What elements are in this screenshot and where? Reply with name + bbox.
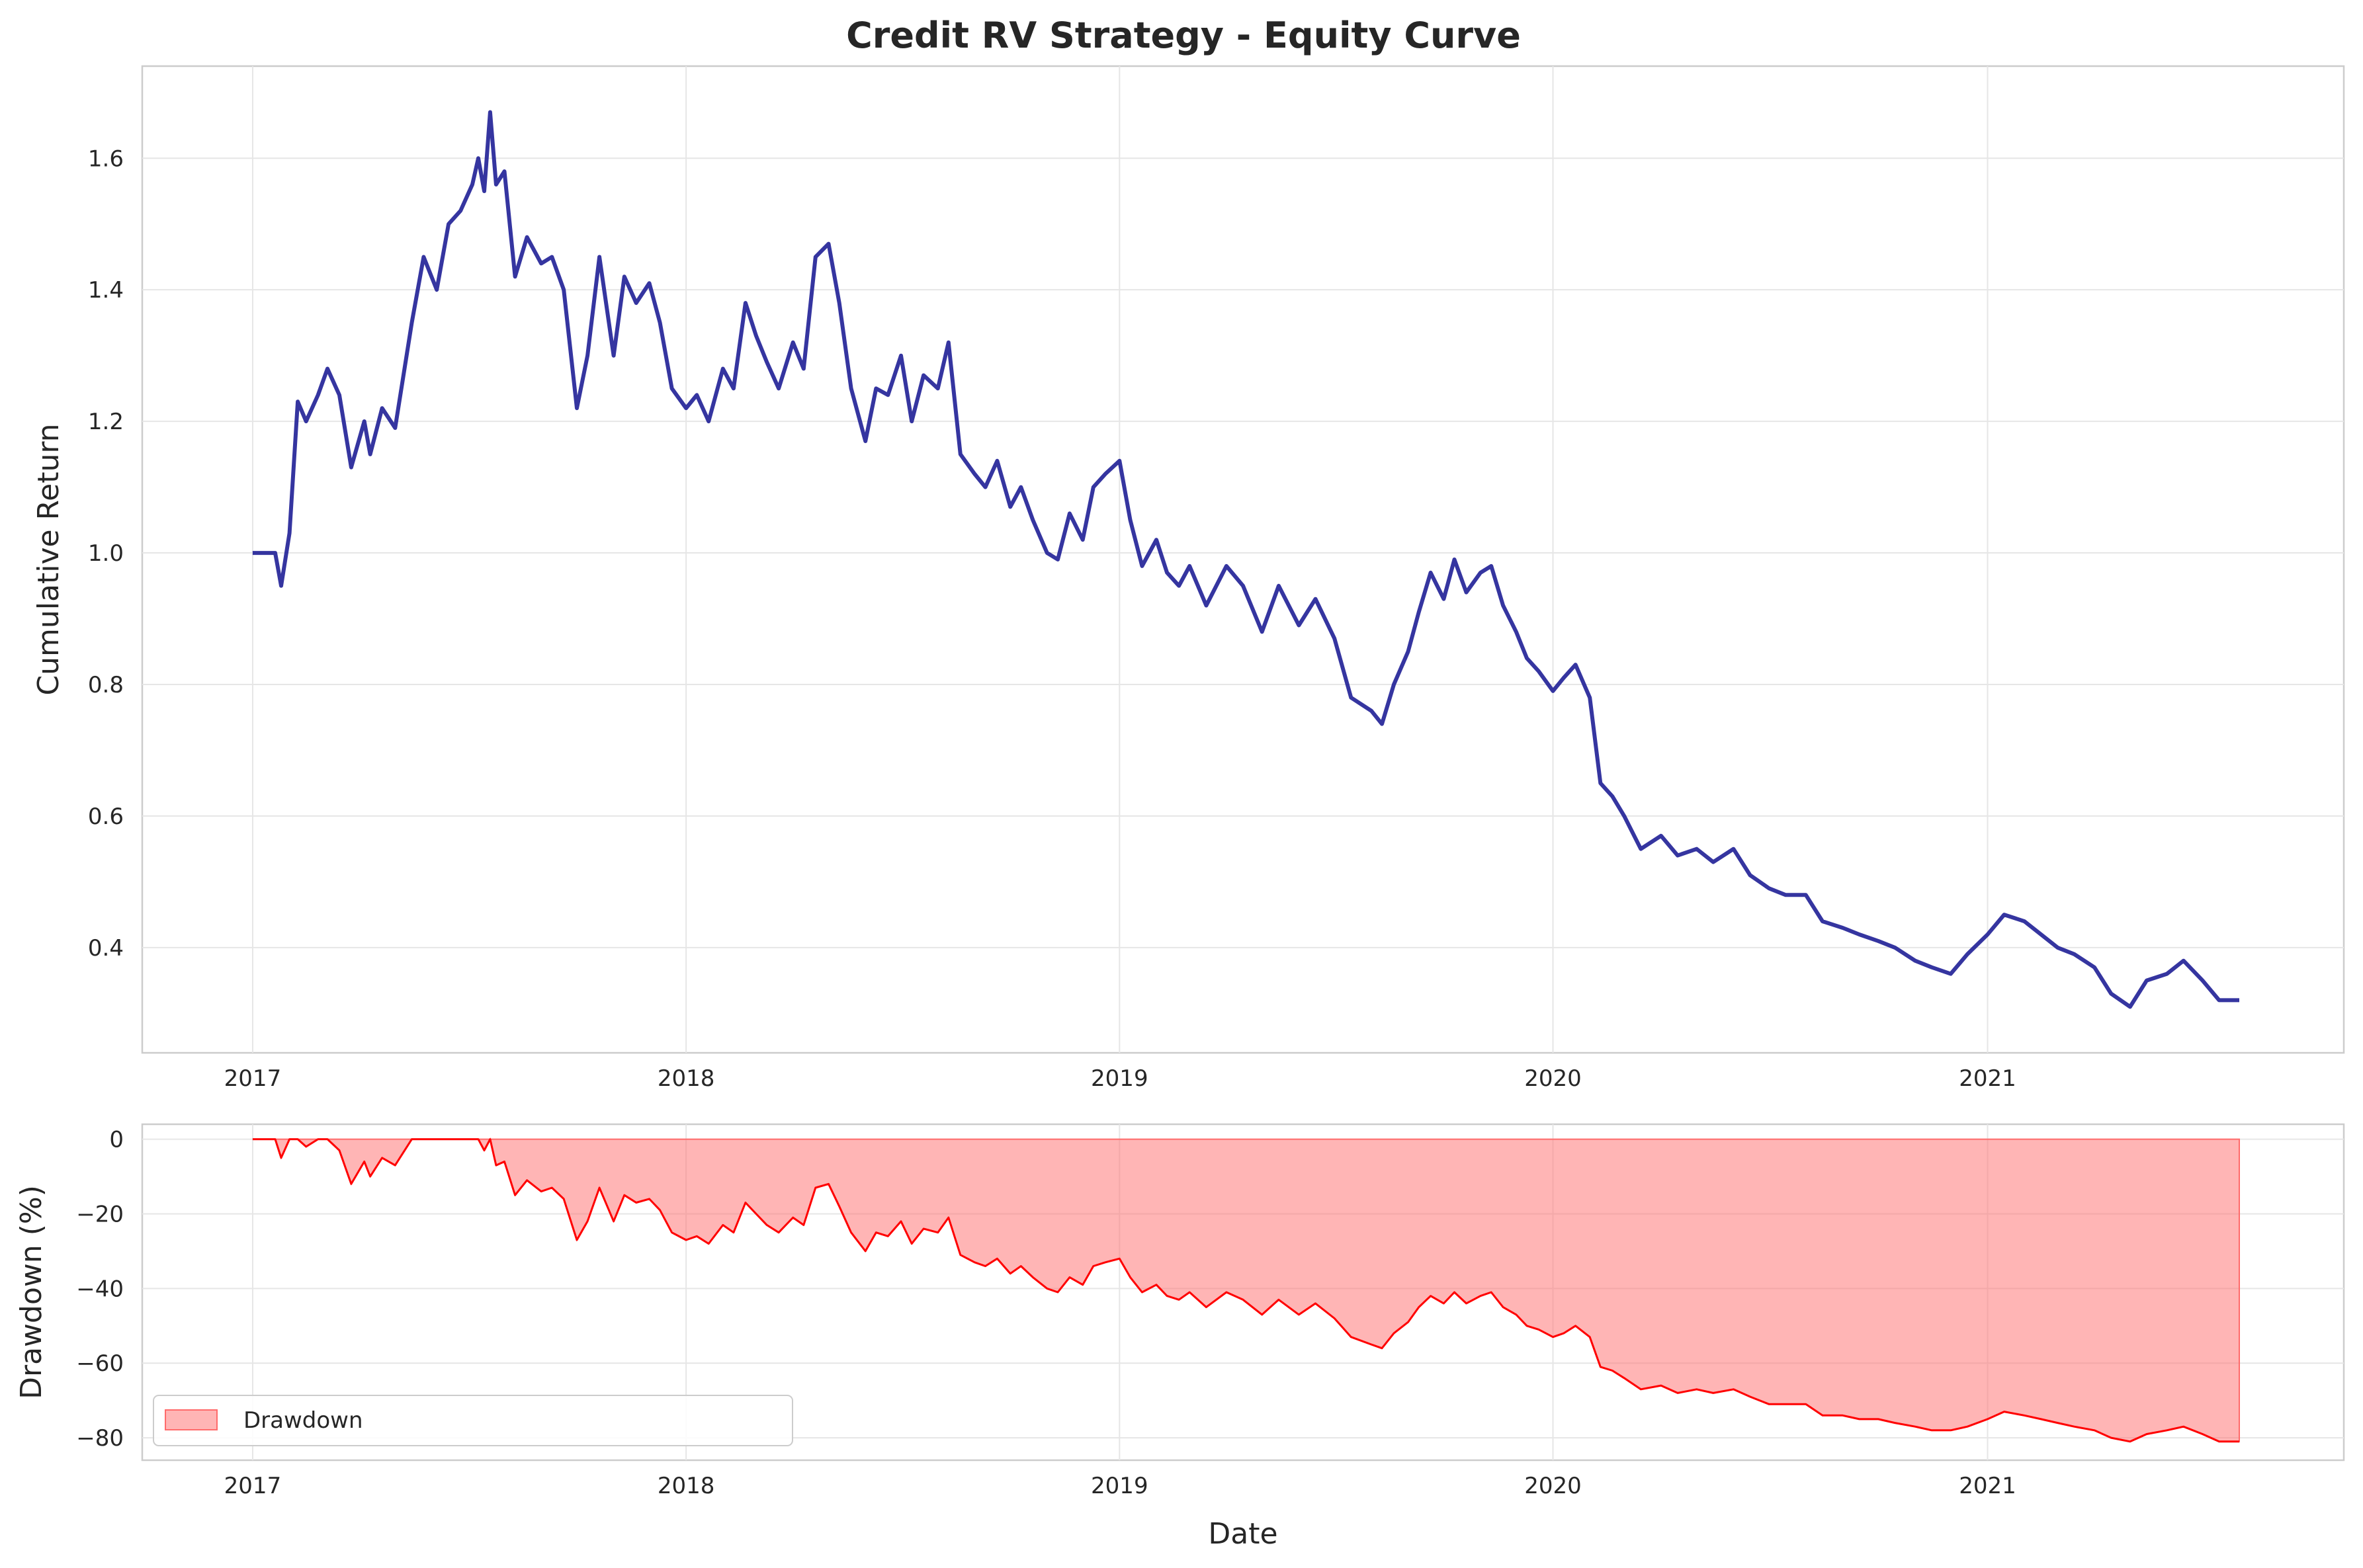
x-tick-label: 2018 <box>658 1473 715 1499</box>
x-tick-label: 2017 <box>224 1065 282 1092</box>
y-tick-label: 1.4 <box>88 277 124 304</box>
y-tick-label: 1.0 <box>88 540 124 567</box>
y-tick-label: 0.6 <box>88 804 124 830</box>
x-tick-label: 2017 <box>224 1473 282 1499</box>
equity-x-ticks: 2017 2018 2019 2020 2021 <box>224 1065 2016 1092</box>
legend-frame <box>153 1395 793 1446</box>
drawdown-panel: 2017 2018 2019 2020 2021 0 −20 −40 −60 −80 Drawd… <box>15 1123 2345 1551</box>
equity-plot-area <box>141 65 2345 1054</box>
drawdown-legend: Drawdown <box>153 1395 793 1446</box>
drawdown-line <box>252 1138 2239 1443</box>
equity-series <box>252 110 2239 1009</box>
equity-panel: Credit RV Strategy - Equity Curve 2017 20… <box>32 15 2345 1092</box>
drawdown-x-axis-label: Date <box>1208 1517 1277 1551</box>
drawdown-y-ticks: 0 −20 −40 −60 −80 <box>76 1127 124 1452</box>
x-tick-label: 2019 <box>1091 1473 1148 1499</box>
legend-swatch <box>165 1409 218 1430</box>
x-tick-label: 2019 <box>1091 1065 1148 1092</box>
x-tick-label: 2018 <box>658 1065 715 1092</box>
y-tick-label: −60 <box>76 1350 124 1377</box>
y-tick-label: 1.2 <box>88 409 124 435</box>
y-tick-label: 1.6 <box>88 145 124 172</box>
x-tick-label: 2021 <box>1959 1473 2016 1499</box>
equity-y-axis-label: Cumulative Return <box>32 423 65 695</box>
y-tick-label: 0 <box>109 1127 124 1153</box>
x-tick-label: 2021 <box>1959 1065 2016 1092</box>
equity-curve-line <box>252 110 2239 1009</box>
x-tick-label: 2020 <box>1524 1065 1582 1092</box>
chart-title: Credit RV Strategy - Equity Curve <box>846 15 1521 56</box>
legend-label: Drawdown <box>243 1407 363 1434</box>
equity-grid <box>142 66 2344 1053</box>
drawdown-x-ticks: 2017 2018 2019 2020 2021 <box>224 1473 2016 1499</box>
y-tick-label: −40 <box>76 1276 124 1302</box>
drawdown-series <box>252 1137 2240 1443</box>
x-tick-label: 2020 <box>1524 1473 1582 1499</box>
equity-y-ticks: 0.4 0.6 0.8 1.0 1.2 1.4 1.6 <box>88 145 124 962</box>
drawdown-y-axis-label: Drawdown (%) <box>15 1185 48 1399</box>
y-tick-label: −20 <box>76 1201 124 1227</box>
y-tick-label: 0.8 <box>88 672 124 698</box>
y-tick-label: −80 <box>76 1425 124 1452</box>
y-tick-label: 0.4 <box>88 935 124 962</box>
